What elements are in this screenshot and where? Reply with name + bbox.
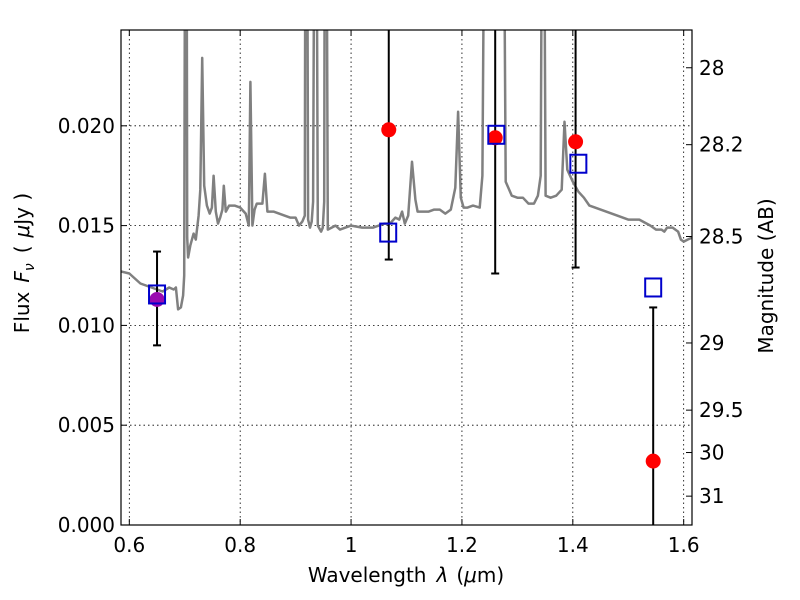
y-tick-label: 0.020 xyxy=(58,114,115,138)
model-point xyxy=(148,284,167,305)
y-axis-title-text: Flux xyxy=(10,291,34,333)
y-axis-title: Flux Fν ( μJy ) xyxy=(10,193,38,333)
y-axis-title-unit-rest: Jy ) xyxy=(10,193,34,227)
error-bars xyxy=(153,30,658,525)
mag-tick-label: 31 xyxy=(699,484,724,508)
y-tick-label: 0.005 xyxy=(58,413,115,437)
axis-ticks: 0.6 0.8 1 1.2 1.4 1.6 0.000 0.005 0.010 0.015 0.02… xyxy=(58,30,744,557)
x-axis-title-unit-rest: m) xyxy=(477,563,504,587)
model-points xyxy=(148,124,663,305)
y-axis-title-symbol: F xyxy=(10,271,34,283)
mag-tick-label: 29 xyxy=(699,331,724,355)
x-axis-title: Wavelength λ (μm) xyxy=(308,563,504,587)
mag-tick-label: 30 xyxy=(699,441,724,465)
observed-point xyxy=(487,130,503,146)
mag-tick-label: 28.5 xyxy=(699,224,744,248)
y-tick-label: 0.000 xyxy=(58,513,115,537)
model-spectrum xyxy=(121,30,692,311)
spectrum-line xyxy=(121,30,692,311)
x-tick-label: 0.6 xyxy=(113,533,145,557)
x-tick-label: 1.2 xyxy=(446,533,478,557)
mag-tick-label: 29.5 xyxy=(699,398,744,422)
model-point xyxy=(644,277,663,298)
x-axis-title-unit-mu: μ xyxy=(463,563,477,587)
y-tick-label: 0.015 xyxy=(58,214,115,238)
x-tick-label: 1.6 xyxy=(668,533,700,557)
x-tick-label: 1 xyxy=(345,533,358,557)
mag-tick-label: 28.2 xyxy=(699,133,744,157)
x-tick-label: 0.8 xyxy=(224,533,256,557)
plot-background xyxy=(121,30,692,525)
y2-axis-title: Magnitude (AB) xyxy=(754,198,778,353)
x-axis-title-symbol: λ xyxy=(435,563,448,587)
x-tick-label: 1.4 xyxy=(557,533,589,557)
y-tick-label: 0.010 xyxy=(58,313,115,337)
y-axis-title-unit-mu: μ xyxy=(10,225,34,239)
mag-tick-label: 28 xyxy=(699,56,724,80)
y-axis-title-sub: ν xyxy=(22,263,38,271)
observed-point xyxy=(381,122,397,138)
model-point xyxy=(487,124,506,145)
observed-point xyxy=(568,134,584,150)
y-axis-title-unit-open: ( xyxy=(10,245,34,253)
observed-point xyxy=(149,291,165,307)
model-point xyxy=(569,153,588,174)
x-axis-title-text: Wavelength xyxy=(308,563,427,587)
model-point xyxy=(379,222,398,243)
plot-frame xyxy=(120,29,693,526)
x-axis-title-unit-open: ( xyxy=(456,563,464,587)
observed-point xyxy=(645,453,661,469)
